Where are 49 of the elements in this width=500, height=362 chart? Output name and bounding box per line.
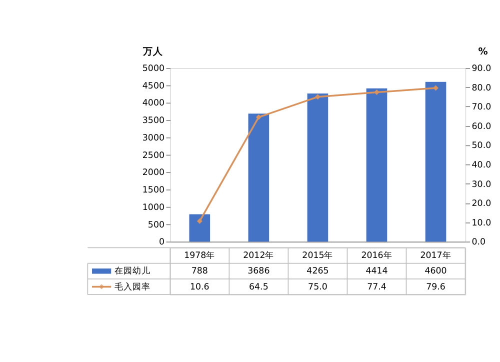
data-label: 79.6 bbox=[426, 282, 446, 292]
y2-tick-label: 80.0 bbox=[472, 83, 492, 94]
bar bbox=[366, 88, 388, 242]
y-axis-title: 万人 bbox=[142, 46, 164, 58]
point bbox=[256, 114, 262, 120]
y-tick-label: 3000 bbox=[142, 133, 164, 144]
y-tick-label: 1000 bbox=[142, 202, 164, 213]
x-tick-label: 2015年 bbox=[302, 250, 334, 262]
legend-label: 在园幼儿 bbox=[114, 266, 151, 277]
bar bbox=[248, 114, 270, 242]
x-tick-label: 1978年 bbox=[184, 250, 216, 262]
y2-tick-label: 50.0 bbox=[472, 141, 492, 152]
x-tick-label: 2017年 bbox=[420, 250, 452, 262]
y2-tick-label: 0.0 bbox=[472, 238, 486, 248]
bar bbox=[189, 214, 210, 242]
data-label: 75.0 bbox=[308, 282, 328, 292]
y2-tick-label: 40.0 bbox=[472, 160, 492, 170]
data-label: 4414 bbox=[366, 266, 388, 277]
y2-tick-label: 30.0 bbox=[472, 180, 492, 190]
y2-tick-label: 70.0 bbox=[472, 102, 492, 113]
legend-label: 毛入园率 bbox=[114, 281, 151, 292]
y-tick-label: 5000 bbox=[142, 64, 164, 74]
data-label: 3686 bbox=[248, 266, 270, 277]
data-label: 4600 bbox=[424, 266, 447, 277]
y-tick-label: 2000 bbox=[142, 168, 164, 178]
point bbox=[314, 94, 320, 100]
data-label: 4265 bbox=[306, 266, 329, 277]
x-tick-label: 2016年 bbox=[361, 250, 392, 262]
y-tick-label: 500 bbox=[148, 220, 164, 230]
data-label: 788 bbox=[191, 266, 208, 277]
point bbox=[433, 85, 439, 91]
bar bbox=[307, 94, 328, 242]
x-tick-label: 2012年 bbox=[243, 250, 274, 262]
y2-tick-label: 90.0 bbox=[472, 64, 492, 74]
point bbox=[196, 218, 202, 224]
y2-axis-title: % bbox=[478, 46, 488, 58]
data-label: 10.6 bbox=[190, 282, 210, 292]
y-tick-label: 1500 bbox=[142, 186, 164, 196]
y2-tick-label: 20.0 bbox=[472, 199, 492, 210]
y-tick-label: 0 bbox=[158, 238, 164, 248]
y-tick-label: 4000 bbox=[142, 98, 164, 109]
data-label: 64.5 bbox=[249, 282, 268, 292]
y-tick-label: 4500 bbox=[142, 81, 164, 92]
y-tick-label: 2500 bbox=[142, 150, 164, 161]
data-label: 77.4 bbox=[367, 282, 387, 292]
y2-tick-label: 60.0 bbox=[472, 122, 492, 132]
y2-tick-label: 10.0 bbox=[472, 218, 492, 228]
bar bbox=[425, 82, 446, 242]
y-tick-label: 3500 bbox=[142, 116, 164, 126]
